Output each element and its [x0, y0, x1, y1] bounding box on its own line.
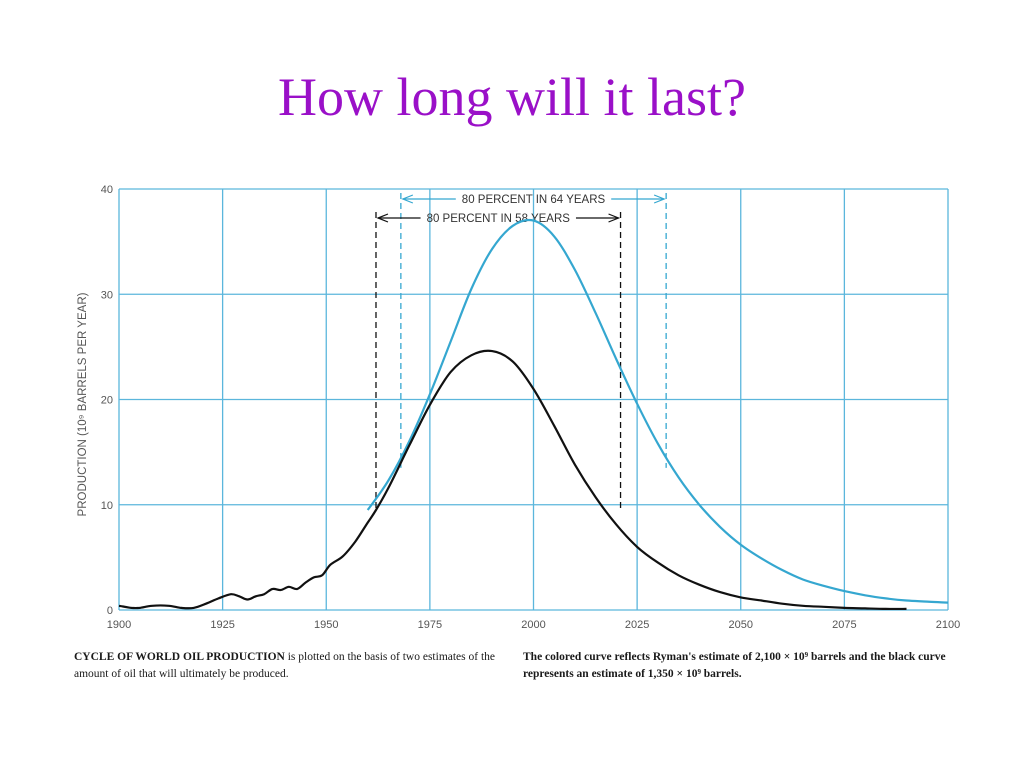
chart-grid [118, 188, 949, 611]
y-tick-label-0: 0 [107, 605, 113, 617]
annotation-label-0: 80 PERCENT IN 64 YEARS [462, 194, 606, 206]
series-line-black [118, 349, 907, 611]
y-tick-label-20: 20 [101, 395, 113, 407]
annotation-arrowhead-left-1 [376, 213, 389, 223]
y-axis-label: PRODUCTION (10⁹ BARRELS PER YEAR) [77, 292, 89, 516]
x-tick-label-1950: 1950 [314, 619, 338, 631]
x-tick-label-2100: 2100 [936, 619, 960, 631]
y-tick-label-30: 30 [101, 289, 113, 301]
x-tick-label-1900: 1900 [107, 619, 131, 631]
annotation-arrowhead-left-0 [401, 194, 414, 204]
chart-annotations: 80 PERCENT IN 64 YEARS 80 PERCENT IN 58 Y… [375, 193, 667, 511]
x-tick-label-2075: 2075 [832, 619, 856, 631]
x-tick-label-2025: 2025 [625, 619, 649, 631]
annotation-arrowhead-right-1 [608, 213, 621, 223]
caption-right: The colored curve reflects Ryman's estim… [523, 651, 946, 680]
slide-title: How long will it last? [278, 67, 746, 127]
x-tick-label-2000: 2000 [521, 619, 545, 631]
x-tick-label-1975: 1975 [418, 619, 442, 631]
caption-left: CYCLE OF WORLD OIL PRODUCTION is plotted… [74, 649, 514, 683]
caption-left-text: is plotted on the basis of two estimates… [74, 651, 496, 680]
x-tick-label-1925: 1925 [210, 619, 234, 631]
y-tick-label-10: 10 [101, 500, 113, 512]
x-tick-label-2050: 2050 [729, 619, 753, 631]
annotation-arrowhead-right-0 [653, 194, 666, 204]
series-line-colored [366, 218, 949, 604]
caption-left-bold: CYCLE OF WORLD OIL PRODUCTION [74, 651, 285, 663]
annotation-label-1: 80 PERCENT IN 58 YEARS [427, 213, 571, 225]
chart-tick-labels: 1900 1925 1950 1975 2000 2025 2050 2075 2100 0 10 2… [101, 184, 960, 631]
chart-series [118, 218, 949, 611]
y-tick-label-40: 40 [101, 184, 113, 196]
